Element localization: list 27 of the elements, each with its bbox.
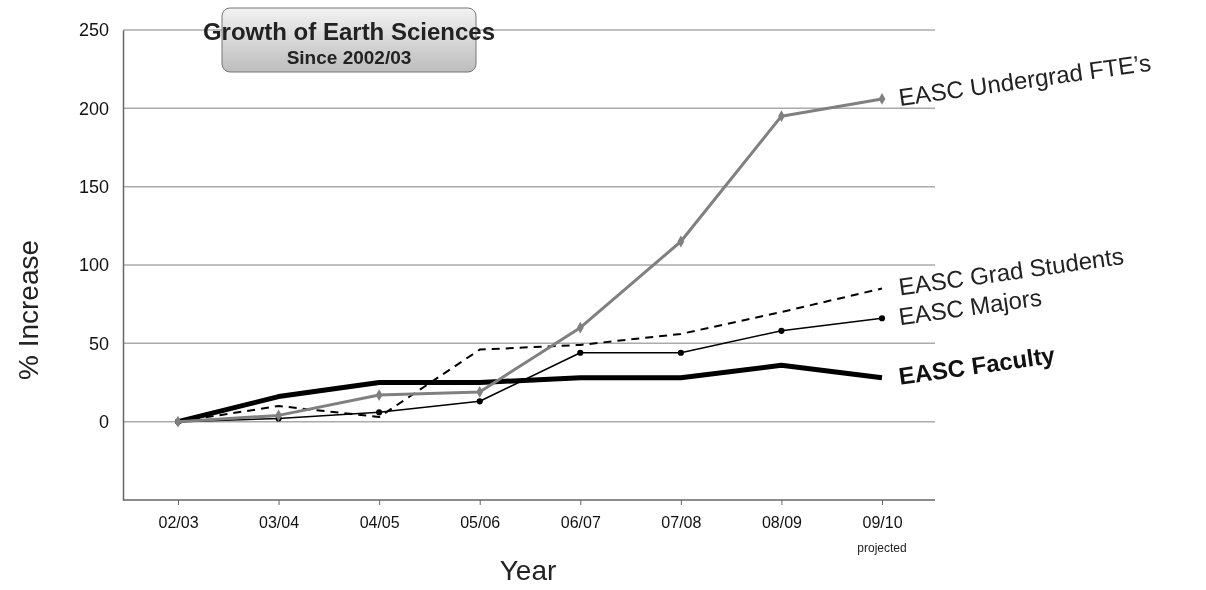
chart-title: Growth of Earth Sciences xyxy=(202,18,496,45)
x-tick-label: 06/07 xyxy=(560,514,601,532)
x-tick-label: 07/08 xyxy=(661,514,702,532)
y-tick-label: 50 xyxy=(88,333,109,354)
y-tick-label: 0 xyxy=(98,411,109,432)
text: Since 2002/03 xyxy=(286,47,412,68)
point xyxy=(476,398,483,405)
x-tick-label: 09/10 xyxy=(862,514,903,532)
text: projected xyxy=(857,541,907,555)
x-tick-label: 08/09 xyxy=(761,514,803,532)
text: EASC Faculty xyxy=(896,341,1058,390)
y-axis-title: % Increase xyxy=(13,239,44,381)
text: EASC Undergrad FTE’s xyxy=(896,48,1153,111)
x-tick-label: 03/04 xyxy=(259,514,300,532)
x-tick-label: 05/06 xyxy=(460,514,501,532)
point xyxy=(376,409,383,416)
point xyxy=(577,349,584,356)
x-tick-label: 02/03 xyxy=(158,514,199,532)
y-tick-label: 100 xyxy=(78,255,109,276)
y-tick-label: 200 xyxy=(78,98,109,119)
point xyxy=(778,327,785,334)
y-tick-label: 150 xyxy=(78,176,109,197)
y-tick-label: 250 xyxy=(78,20,109,41)
x-axis-title: Year xyxy=(499,555,557,586)
point xyxy=(677,349,684,356)
point xyxy=(878,315,886,322)
x-tick-label: 04/05 xyxy=(359,514,400,532)
